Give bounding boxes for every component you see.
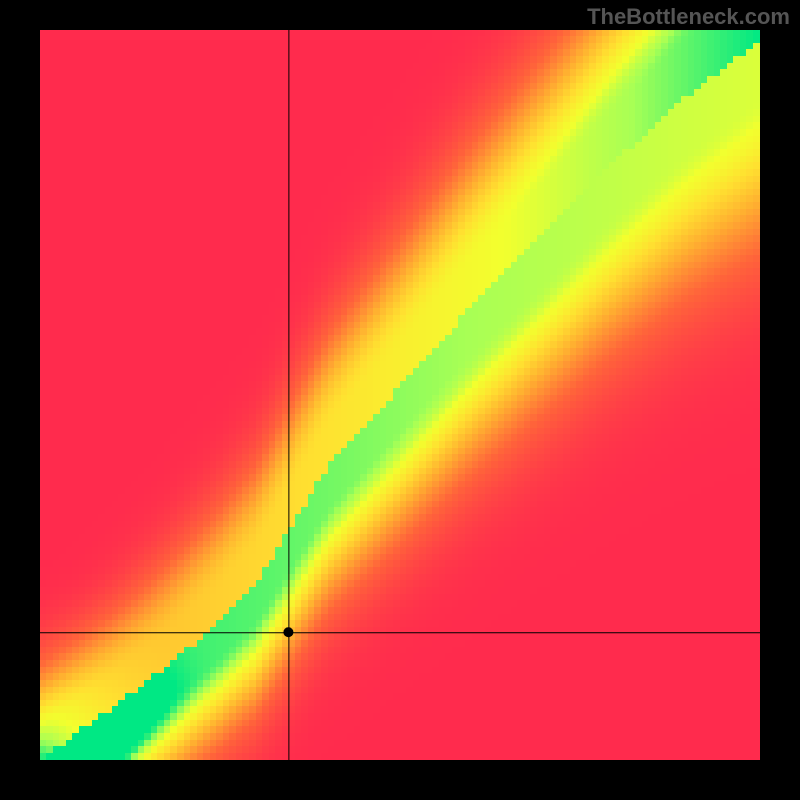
watermark-text: TheBottleneck.com xyxy=(587,4,790,30)
chart-container: TheBottleneck.com xyxy=(0,0,800,800)
heatmap-canvas xyxy=(40,30,760,760)
plot-area xyxy=(40,30,760,760)
